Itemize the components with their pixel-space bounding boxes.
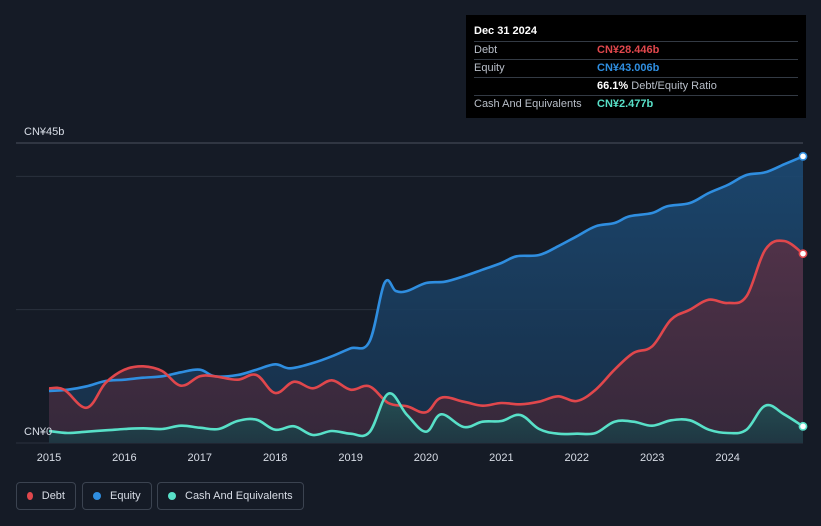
tooltip-debt-value: CN¥28.446b xyxy=(597,44,660,56)
x-tick-label-2020: 2020 xyxy=(414,452,438,464)
debt-area xyxy=(49,240,803,443)
equity-dot-icon xyxy=(93,492,101,500)
x-tick-label-2018: 2018 xyxy=(263,452,287,464)
x-tick-label-2024: 2024 xyxy=(715,452,739,464)
legend-cash-label: Cash And Equivalents xyxy=(185,490,293,502)
cash-dot-icon xyxy=(168,492,176,500)
tooltip-equity-label: Equity xyxy=(474,62,505,74)
x-tick-label-2015: 2015 xyxy=(37,452,61,464)
tooltip-row-debt: Debt CN¥28.446b xyxy=(474,41,798,59)
legend-equity-label: Equity xyxy=(110,490,141,502)
tooltip-cash-label: Cash And Equivalents xyxy=(474,98,582,110)
legend-item-cash[interactable]: Cash And Equivalents xyxy=(157,482,304,510)
debt-dot-icon xyxy=(27,492,33,500)
debt-endpoint xyxy=(798,249,808,259)
equity-endpoint xyxy=(798,151,808,161)
cash-line xyxy=(48,392,804,438)
legend-item-debt[interactable]: Debt xyxy=(16,482,76,510)
tooltip-row-equity: Equity CN¥43.006b xyxy=(474,59,798,77)
x-tick-label-2022: 2022 xyxy=(565,452,589,464)
x-tick-label-2023: 2023 xyxy=(640,452,664,464)
tooltip-ratio-label: Debt/Equity Ratio xyxy=(631,80,717,92)
legend-debt-label: Debt xyxy=(41,490,65,502)
series-endpoints xyxy=(798,151,808,431)
tooltip-cash-value: CN¥2.477b xyxy=(597,98,654,110)
x-tick-label-2019: 2019 xyxy=(338,452,362,464)
equity-line xyxy=(48,155,804,393)
x-tick-label-2021: 2021 xyxy=(489,452,513,464)
x-axis-ticks: 2015 2016 2017 2018 2019 2020 2021 2022 2023 2024 xyxy=(37,452,740,464)
y-axis-max-label: CN¥45b xyxy=(24,126,64,138)
tooltip-ratio-value: 66.1% xyxy=(597,80,629,92)
debt-line xyxy=(48,239,804,414)
series-lines xyxy=(48,155,804,438)
y-axis-min-label: CN¥0 xyxy=(24,426,52,438)
tooltip-equity-value: CN¥43.006b xyxy=(597,62,660,74)
cash-area xyxy=(49,393,803,443)
tooltip-date: Dec 31 2024 xyxy=(474,25,537,37)
series-areas xyxy=(49,156,803,444)
x-tick-label-2016: 2016 xyxy=(112,452,136,464)
x-tick-label-2017: 2017 xyxy=(188,452,212,464)
legend-item-equity[interactable]: Equity xyxy=(82,482,152,510)
tooltip-row-ratio: 66.1% Debt/Equity Ratio xyxy=(474,77,798,95)
cash-endpoint xyxy=(798,421,808,431)
tooltip-row-cash: Cash And Equivalents CN¥2.477b xyxy=(474,95,798,113)
tooltip-debt-label: Debt xyxy=(474,44,498,56)
axis-labels: CN¥45b CN¥0 xyxy=(24,126,64,438)
tooltip-panel: Dec 31 2024 Debt CN¥28.446b Equity CN¥43… xyxy=(466,15,806,118)
